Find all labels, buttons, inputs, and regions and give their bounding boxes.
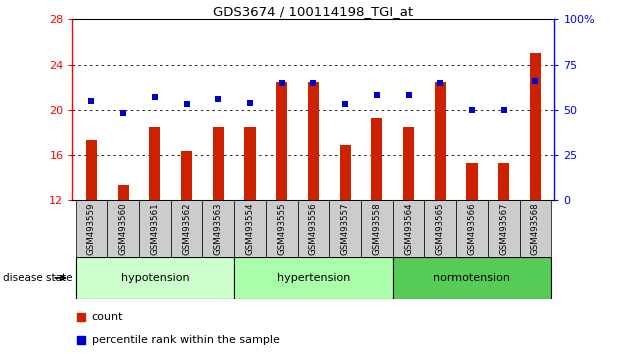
Text: GSM493567: GSM493567 [499,203,508,256]
Bar [530,53,541,200]
Text: GSM493555: GSM493555 [277,203,286,256]
Bar [234,257,392,299]
Point [403,92,413,98]
Bar [266,200,297,257]
Text: GSM493554: GSM493554 [246,203,255,256]
Bar [244,127,256,200]
Point [372,92,382,98]
Text: normotension: normotension [433,273,510,283]
Point [76,314,86,320]
Bar [76,257,234,299]
Text: GSM493558: GSM493558 [372,203,381,256]
Bar [202,200,234,257]
Text: GSM493568: GSM493568 [531,203,540,256]
Bar [466,163,478,200]
Point [118,110,129,116]
Bar [276,81,287,200]
Bar [308,81,319,200]
Point [308,80,318,85]
Bar [498,163,509,200]
Bar [181,152,192,200]
Bar [371,118,382,200]
Bar [297,200,329,257]
Text: GSM493564: GSM493564 [404,203,413,256]
Point [340,102,350,107]
Bar [76,200,107,257]
Bar [149,127,161,200]
Bar [435,81,446,200]
Text: GSM493561: GSM493561 [151,203,159,256]
Text: GSM493557: GSM493557 [341,203,350,256]
Bar [107,200,139,257]
Bar [234,200,266,257]
Text: count: count [92,312,123,322]
Bar [171,200,202,257]
Bar [456,200,488,257]
Bar [361,200,392,257]
Text: GSM493560: GSM493560 [118,203,128,256]
Bar [118,185,129,200]
Point [467,107,477,113]
Point [245,100,255,105]
Bar [329,200,361,257]
Bar [86,140,97,200]
Point [277,80,287,85]
Bar [520,200,551,257]
Text: hypotension: hypotension [120,273,189,283]
Point [435,80,445,85]
Text: GSM493563: GSM493563 [214,203,223,256]
Text: GSM493556: GSM493556 [309,203,318,256]
Point [214,96,224,102]
Point [181,102,192,107]
Bar [392,257,551,299]
Text: GSM493559: GSM493559 [87,203,96,255]
Bar [403,127,414,200]
Bar [213,127,224,200]
Point [150,94,160,100]
Text: GSM493565: GSM493565 [436,203,445,256]
Text: GSM493566: GSM493566 [467,203,476,256]
Text: disease state: disease state [3,273,72,283]
Bar [425,200,456,257]
Text: percentile rank within the sample: percentile rank within the sample [92,335,280,345]
Point [76,337,86,342]
Bar [139,200,171,257]
Point [86,98,96,103]
Point [530,78,541,84]
Bar [340,145,351,200]
Point [498,107,508,113]
Title: GDS3674 / 100114198_TGI_at: GDS3674 / 100114198_TGI_at [214,5,413,18]
Text: hypertension: hypertension [277,273,350,283]
Bar [488,200,520,257]
Bar [392,200,425,257]
Text: GSM493562: GSM493562 [182,203,191,256]
